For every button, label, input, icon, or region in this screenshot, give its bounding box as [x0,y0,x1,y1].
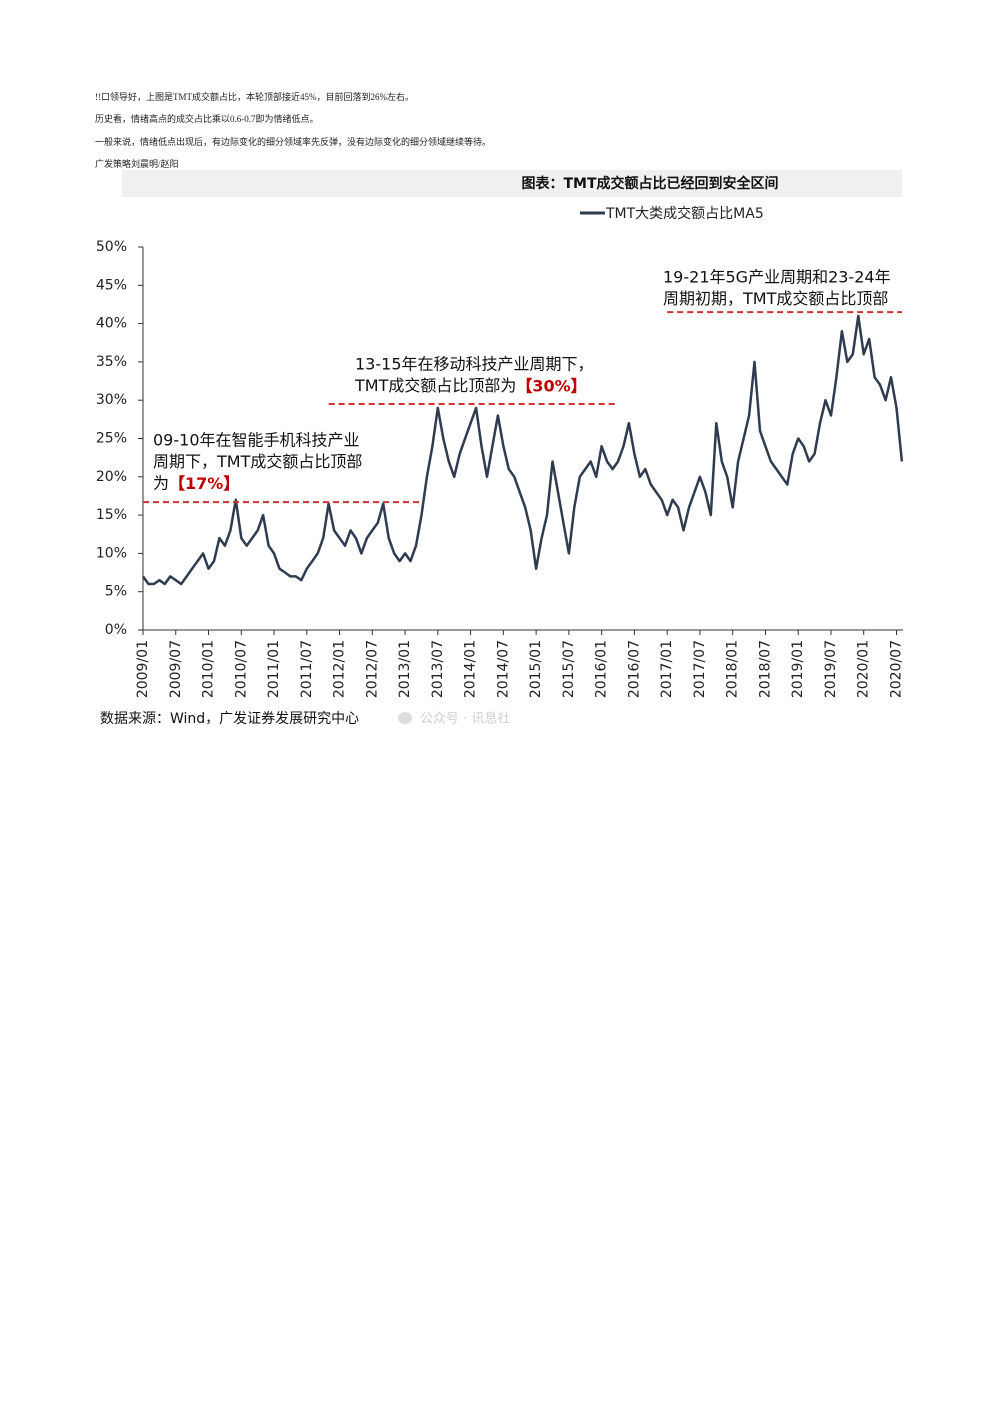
annotation: 13-15年在移动科技产业周期下， TMT成交额占比顶部为【30%】 [328,355,619,406]
x-tick-label: 2012/07 [364,640,380,698]
annotation-text: 周期下，TMT成交额占比顶部 [153,452,362,471]
x-tick-label: 2018/01 [725,640,741,698]
y-tick-label: 20% [96,469,127,485]
annotation-text: 为【17%】 [153,474,239,493]
watermark: 公众号 · 讯息社 [420,711,510,727]
annotation-highlight: 【30%】 [516,376,586,395]
annotation-highlight: 【17%】 [169,474,239,493]
x-tick-label: 2017/01 [659,640,675,698]
y-tick-label: 40% [96,316,127,332]
y-tick-label: 45% [96,277,127,293]
annotation-text: 09-10年在智能手机科技产业 [153,431,360,450]
legend-label: TMT大类成交额占比MA5 [605,205,764,222]
x-tick-label: 2010/01 [201,640,217,698]
note: !!口领导好，上图是TMT成交额占比，本轮顶部接近45%，目前回落到26%左右。 [95,92,414,102]
note: 一般来说，情绪低点出现后，有边际变化的细分领域率先反弹，没有边际变化的细分领域继… [95,137,492,147]
y-tick-label: 30% [96,392,127,408]
x-tick-label: 2019/01 [790,640,806,698]
y-tick-label: 50% [96,239,127,255]
annotation-text: 19-21年5G产业周期和23-24年 [663,268,891,287]
watermark-icon [398,712,412,724]
x-tick-label: 2019/07 [823,640,839,698]
x-tick-label: 2018/07 [757,640,773,698]
y-tick-label: 0% [105,622,127,638]
title-band [122,170,902,197]
x-tick-label: 2013/01 [397,640,413,698]
y-tick-label: 35% [96,354,127,370]
y-tick-label: 10% [96,545,127,561]
x-tick-label: 2015/07 [561,640,577,698]
x-tick-label: 2020/07 [888,640,904,698]
y-tick-label: 5% [105,584,127,600]
y-tick-label: 15% [96,507,127,523]
x-tick-label: 2010/07 [233,640,249,698]
x-tick-label: 2009/01 [135,640,151,698]
annotation-text: TMT成交额占比顶部为【30%】 [354,376,587,395]
note: 广发策略刘晨明/赵阳 [95,159,179,169]
x-tick-label: 2016/07 [626,640,642,698]
annotation-text: 13-15年在移动科技产业周期下， [355,355,594,374]
x-tick-label: 2014/01 [463,640,479,698]
note: 历史看，情绪高点的成交占比乘以0.6-0.7即为情绪低点。 [95,114,319,124]
data-line [141,314,904,586]
x-tick-label: 2017/07 [692,640,708,698]
y-tick-label: 25% [96,431,127,447]
x-tick-label: 2011/01 [266,640,282,698]
source: 数据来源：Wind，广发证券发展研究中心 [100,711,359,727]
x-tick-label: 2012/01 [332,640,348,698]
x-tick-label: 2016/01 [594,640,610,698]
x-tick-label: 2014/07 [495,640,511,698]
x-tick-label: 2015/01 [528,640,544,698]
x-tick-label: 2011/07 [299,640,315,698]
x-tick-label: 2009/07 [168,640,184,698]
chart: 图表：TMT成交额占比已经回到安全区间 TMT大类成交额占比MA5 数据来源：W… [96,170,904,727]
chart-title: 图表：TMT成交额占比已经回到安全区间 [521,175,778,192]
annotation-text: 周期初期，TMT成交额占比顶部 [663,289,888,308]
x-tick-label: 2013/07 [430,640,446,698]
x-tick-label: 2020/01 [856,640,872,698]
